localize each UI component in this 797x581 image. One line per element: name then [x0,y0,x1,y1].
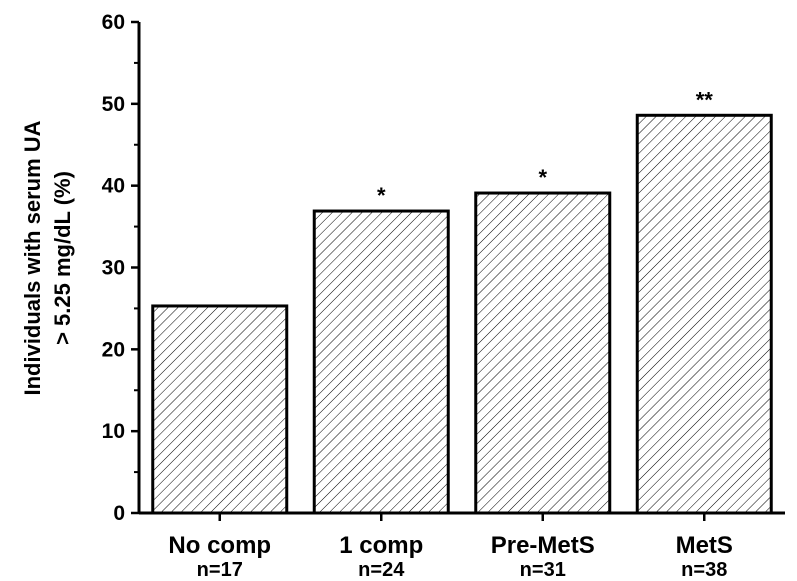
y-tick-label-6: 60 [102,11,125,34]
bar-1 [312,209,450,515]
y-axis-title: Individuals with serum UA > 5.25 mg/dL (… [20,120,75,395]
y-tick-label-2: 20 [102,338,125,361]
y-axis-title-line-2: > 5.25 mg/dL (%) [50,171,75,345]
sample-size-label-0: n=17 [197,559,243,581]
bar-3 [635,113,773,515]
y-tick-label-1: 10 [102,420,125,443]
bar-2 [474,191,612,515]
y-tick-label-0: 0 [113,502,125,525]
y-tick-label-4: 40 [102,175,125,198]
significance-label-1: * [377,183,386,208]
category-label-0: No comp [168,532,271,559]
sample-size-label-2: n=31 [520,559,566,581]
y-tick-label-5: 50 [102,93,125,116]
axes-layer [131,20,785,521]
significance-label-3: ** [696,87,714,112]
category-label-3: MetS [676,532,733,559]
y-tick-label-3: 30 [102,257,125,280]
category-label-2: Pre-MetS [491,532,595,559]
sample-size-label-3: n=38 [681,559,727,581]
bars-layer [151,113,773,515]
bar-0 [151,304,289,515]
significance-label-2: * [538,165,547,190]
category-label-1: 1 comp [339,532,423,559]
sample-size-label-1: n=24 [358,559,405,581]
y-axis-title-line-1: Individuals with serum UA [20,120,45,395]
